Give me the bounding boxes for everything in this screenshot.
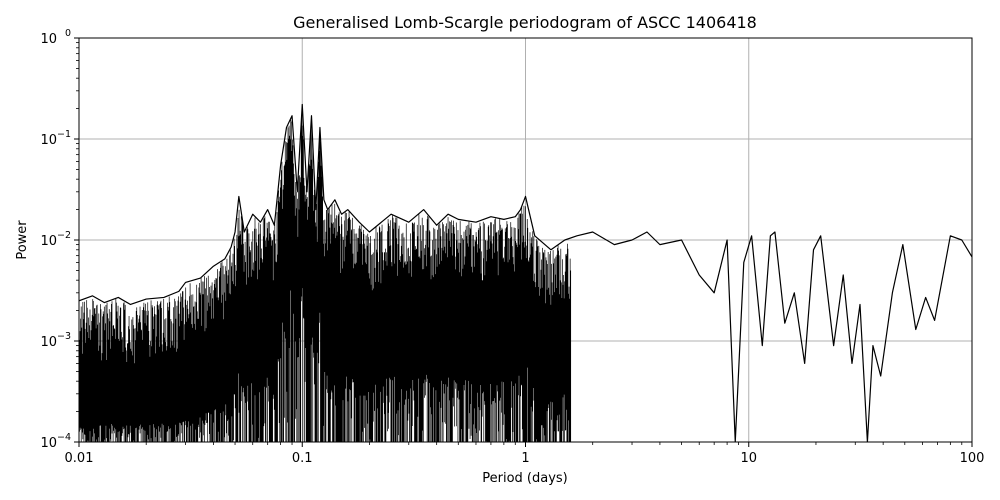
chart-title: Generalised Lomb-Scargle periodogram of … xyxy=(293,13,757,32)
x-tick-label: 0.1 xyxy=(292,451,313,466)
y-tick-exponent: −3 xyxy=(57,331,71,342)
y-tick-base: 10 xyxy=(40,335,57,350)
y-tick-label: 10 −3 xyxy=(40,331,71,350)
y-tick-label: 10 0 xyxy=(40,28,71,47)
periodogram-line xyxy=(79,103,972,442)
y-tick-exponent: 0 xyxy=(65,28,71,39)
y-tick-label: 10 −1 xyxy=(40,129,71,148)
noise-floor xyxy=(79,116,572,442)
y-tick-base: 10 xyxy=(40,133,57,148)
noise-strokes xyxy=(79,116,572,442)
x-tick-label: 100 xyxy=(960,451,985,466)
x-tick-label: 1 xyxy=(521,451,529,466)
y-tick-base: 10 xyxy=(40,32,57,47)
y-tick-label: 10 −4 xyxy=(40,432,71,451)
x-tick-label: 0.01 xyxy=(65,451,94,466)
y-tick-base: 10 xyxy=(40,436,57,451)
x-tick-label: 10 xyxy=(740,451,757,466)
y-axis-label: Power xyxy=(15,220,30,260)
y-tick-exponent: −1 xyxy=(57,129,71,140)
series-group xyxy=(79,103,972,442)
y-tick-label: 10 −2 xyxy=(40,230,71,249)
x-axis-ticks: 0.01 0.1 1 10 100 xyxy=(65,442,985,466)
y-tick-exponent: −2 xyxy=(57,230,71,241)
y-tick-exponent: −4 xyxy=(57,432,71,443)
x-axis-label: Period (days) xyxy=(482,471,568,486)
y-tick-base: 10 xyxy=(40,234,57,249)
